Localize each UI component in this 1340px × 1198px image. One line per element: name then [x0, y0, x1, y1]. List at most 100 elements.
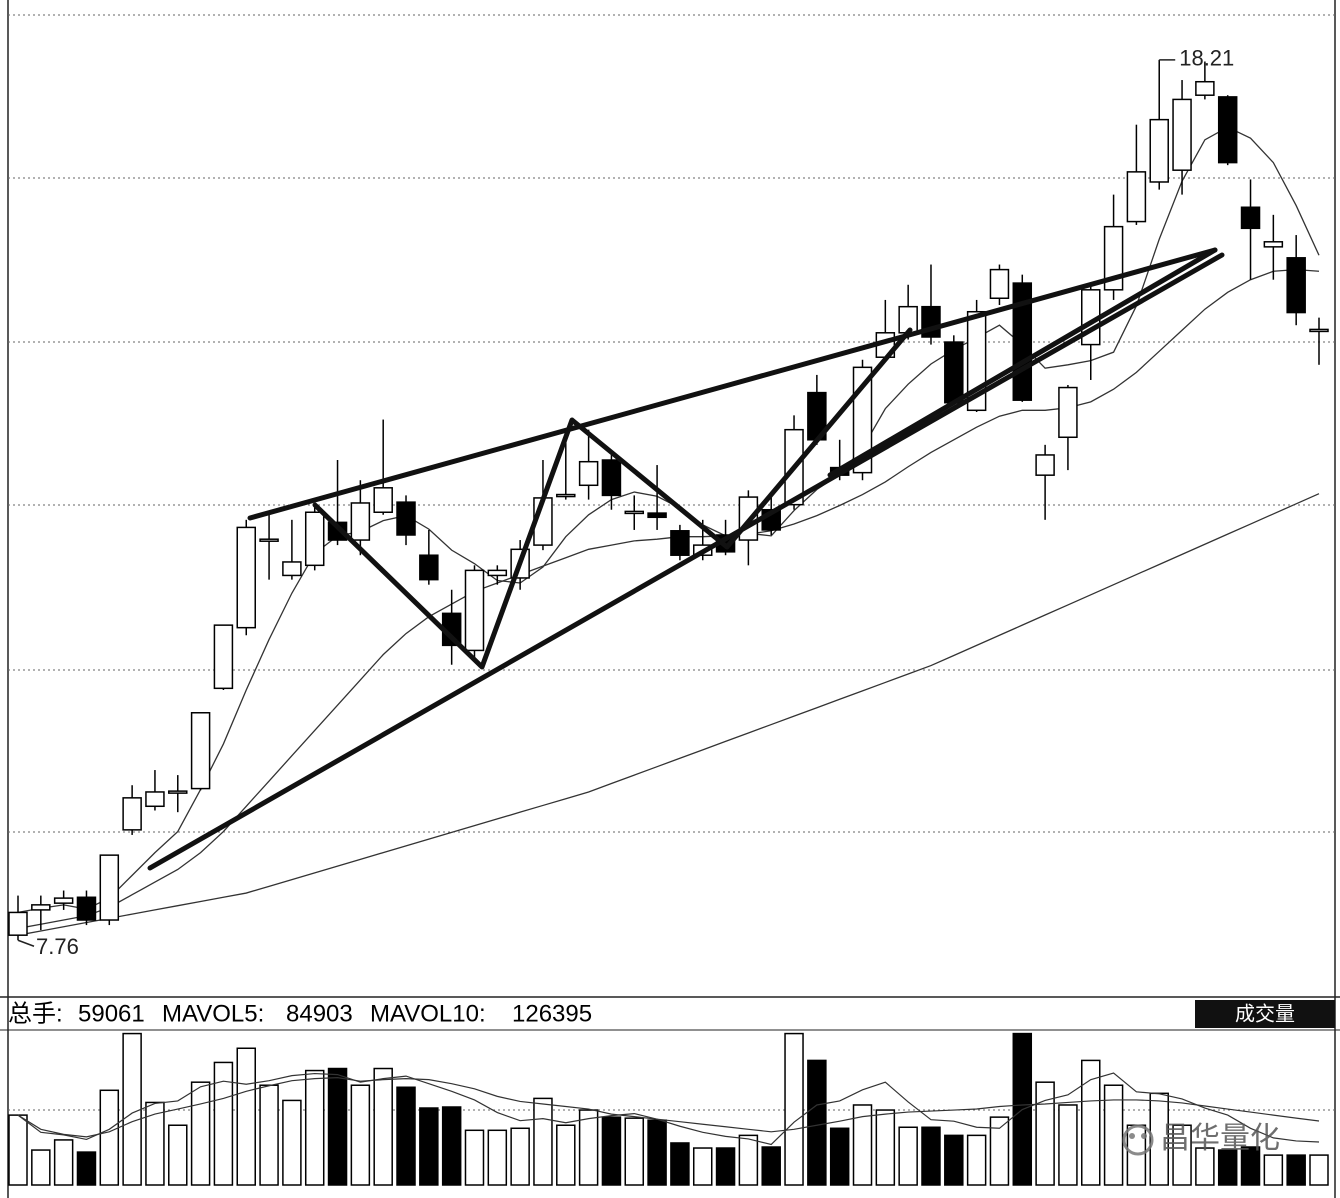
- mavol5-value: 84903: [286, 1000, 353, 1027]
- candle-body: [487, 569, 508, 577]
- candle-body: [53, 897, 74, 904]
- candle-body: [76, 896, 97, 921]
- low-label: 7.76: [36, 934, 79, 959]
- candle-body: [373, 487, 393, 513]
- volume-moving-average: [17, 1072, 1320, 1146]
- zigzag-line: [312, 327, 913, 670]
- trend-line: [147, 252, 1225, 871]
- volume-bar: [145, 1101, 165, 1186]
- volume-bar: [190, 1081, 211, 1186]
- mavol5-label: MAVOL5:: [162, 1000, 264, 1027]
- volume-bar: [784, 1032, 804, 1186]
- candle-body: [1240, 206, 1261, 230]
- volume-bar: [31, 1149, 51, 1186]
- volume-bar: [829, 1127, 850, 1186]
- volume-bar: [761, 1146, 781, 1186]
- volume-bar: [350, 1084, 371, 1186]
- watermark-logo: [1122, 1124, 1154, 1156]
- volume-bar: [921, 1126, 941, 1186]
- volume-bar: [373, 1067, 393, 1186]
- volume-bar: [898, 1126, 918, 1186]
- volume-bar: [807, 1059, 827, 1186]
- volume-bar: [1172, 1124, 1192, 1186]
- candle-body: [556, 493, 576, 498]
- volume-bar: [556, 1124, 576, 1186]
- candle-body: [1217, 96, 1238, 164]
- volume-header: 总手: 59061 MAVOL5: 84903 MAVOL10: 126395 …: [8, 999, 1335, 1029]
- volume-bar: [1058, 1104, 1078, 1186]
- volume-bar: [1309, 1154, 1329, 1186]
- candle-body: [31, 904, 51, 911]
- volume-bar: [441, 1106, 462, 1186]
- candle-body: [944, 341, 964, 404]
- candle-body: [190, 712, 211, 790]
- volume-bar: [304, 1069, 325, 1186]
- volume-bar: [1217, 1149, 1238, 1186]
- candle-body: [122, 797, 142, 831]
- volume-bar: [715, 1147, 736, 1186]
- candle-body: [304, 511, 325, 567]
- volume-bar: [1195, 1147, 1215, 1186]
- volume-bar: [1103, 1084, 1124, 1186]
- candle-body: [99, 854, 120, 921]
- candle-body: [1103, 225, 1124, 291]
- volume-bar: [99, 1089, 120, 1186]
- volume-bar: [647, 1119, 667, 1186]
- volume-bar: [419, 1107, 439, 1186]
- watermark-text: 昌华量化: [1160, 1122, 1280, 1155]
- candle-body: [1058, 386, 1078, 439]
- volume-bar: [213, 1061, 234, 1186]
- price-panel: [8, 59, 1329, 941]
- candle-body: [647, 512, 667, 519]
- volume-bar: [282, 1099, 302, 1186]
- volume-bar: [396, 1086, 416, 1186]
- indicator-title: 成交量: [1235, 1002, 1295, 1025]
- candle-body: [419, 554, 439, 581]
- mavol10-label: MAVOL10:: [370, 1000, 486, 1027]
- candle-body: [1195, 80, 1215, 96]
- volume-bar: [533, 1097, 553, 1186]
- volume-value: 59061: [78, 1000, 145, 1027]
- candle-body: [1172, 98, 1192, 171]
- volume-bar: [989, 1116, 1010, 1186]
- candle-body: [236, 526, 256, 629]
- candle-body: [1035, 454, 1055, 476]
- candle-body: [1286, 257, 1306, 314]
- volume-bar: [670, 1142, 690, 1186]
- trend-line: [827, 247, 1218, 478]
- volume-bar: [738, 1134, 759, 1186]
- volume-bar: [76, 1151, 97, 1186]
- header-band: [9, 999, 1334, 1029]
- trend-line: [247, 247, 1218, 521]
- low-pointer: [17, 939, 35, 947]
- candle-body: [282, 561, 302, 577]
- volume-bar: [464, 1129, 485, 1186]
- candle-body: [578, 460, 599, 487]
- indicator-button[interactable]: [1195, 1000, 1335, 1028]
- volume-bar: [259, 1084, 279, 1186]
- high-label: 18.21: [1179, 46, 1234, 71]
- volume-bar: [1286, 1154, 1306, 1186]
- watermark-logo: [1141, 1133, 1147, 1139]
- candle-body: [327, 521, 348, 541]
- volume-label: 总手:: [8, 1000, 63, 1027]
- candle-body: [1309, 328, 1329, 333]
- candle-body: [259, 538, 279, 542]
- volume-bar: [487, 1129, 508, 1186]
- volume-bar: [875, 1109, 896, 1186]
- volume-panel: [8, 1032, 1329, 1186]
- volume-bar: [1240, 1146, 1261, 1186]
- candle-body: [1126, 171, 1147, 223]
- candle-body: [1149, 118, 1169, 183]
- volume-bar: [578, 1109, 599, 1186]
- volume-bar: [53, 1139, 74, 1186]
- volume-bar: [168, 1124, 188, 1186]
- candle-body: [350, 502, 371, 541]
- volume-bar: [1263, 1154, 1284, 1186]
- volume-bar: [327, 1067, 348, 1186]
- trend-lines: [147, 247, 1225, 871]
- watermark: 昌华量化: [1122, 1122, 1280, 1156]
- candle-body: [989, 268, 1010, 299]
- moving-average: [17, 493, 1320, 936]
- price-labels: 18.21 7.76: [17, 46, 1234, 959]
